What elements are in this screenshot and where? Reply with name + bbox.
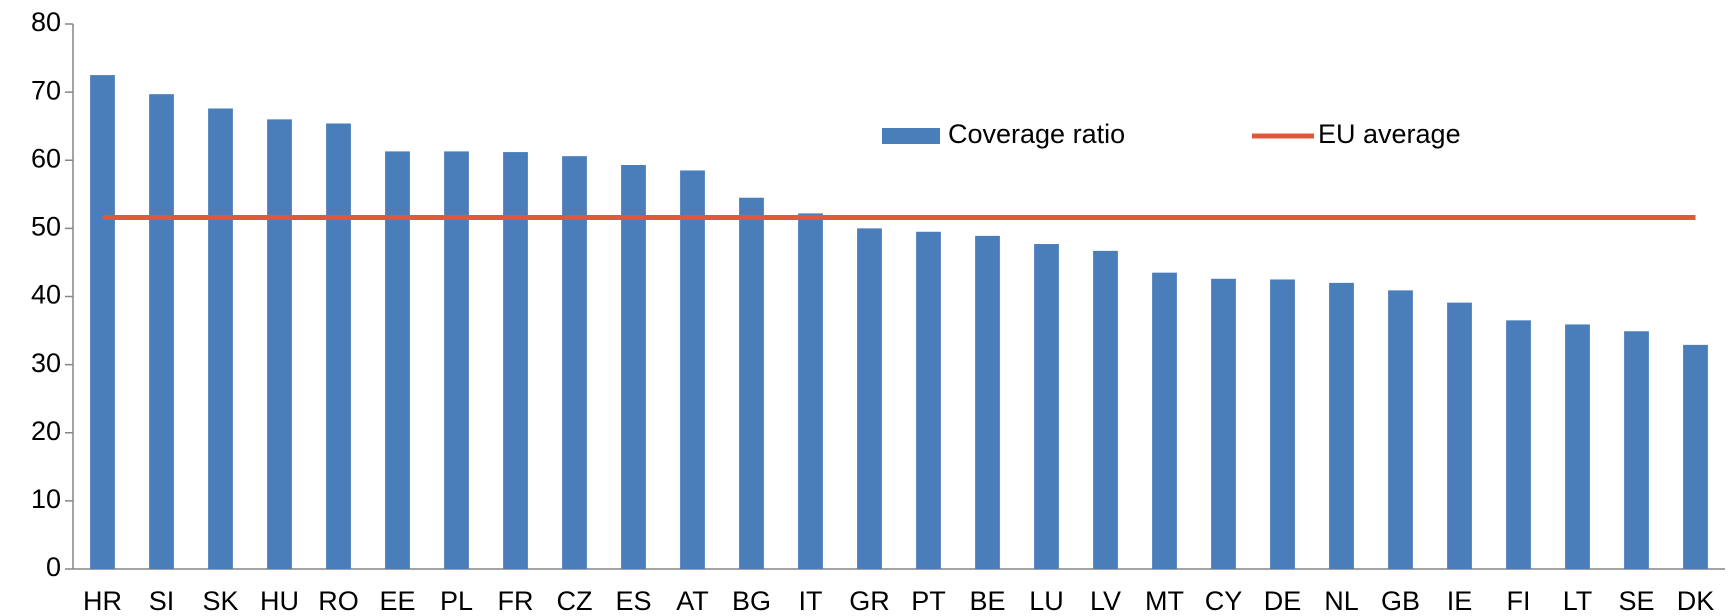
x-tick-label: SI	[149, 586, 175, 616]
bar	[326, 123, 351, 570]
x-tick-label: SE	[1618, 586, 1654, 616]
bar	[385, 151, 410, 570]
bar	[916, 231, 941, 569]
x-tick-label: LV	[1090, 586, 1121, 616]
x-tick-label: EE	[379, 586, 415, 616]
bar	[1447, 302, 1472, 569]
bar	[1034, 244, 1059, 569]
legend-swatch	[882, 128, 940, 144]
x-tick-label: ES	[615, 586, 651, 616]
x-tick-label: DE	[1264, 586, 1302, 616]
y-tick-label: 20	[31, 416, 61, 446]
bar	[1270, 279, 1295, 569]
bar	[503, 152, 528, 569]
x-tick-label: CY	[1205, 586, 1243, 616]
y-tick-label: 80	[31, 7, 61, 37]
x-tick-label: CZ	[557, 586, 593, 616]
bar	[1093, 250, 1118, 569]
x-tick-label: BE	[969, 586, 1005, 616]
x-tick-label: FR	[498, 586, 534, 616]
x-tick-label: SK	[202, 586, 238, 616]
bar	[1329, 282, 1354, 569]
bar	[1624, 331, 1649, 569]
x-tick-label: GR	[849, 586, 890, 616]
legend-label: Coverage ratio	[948, 119, 1125, 149]
x-tick-label: AT	[676, 586, 709, 616]
x-tick-label: LT	[1563, 586, 1593, 616]
y-tick-label: 10	[31, 484, 61, 514]
bar	[1388, 290, 1413, 569]
bar	[149, 94, 174, 569]
bar	[562, 156, 587, 569]
bar	[857, 228, 882, 569]
x-tick-label: IE	[1447, 586, 1473, 616]
bar	[1683, 344, 1708, 569]
x-tick-label: RO	[318, 586, 359, 616]
y-tick-label: 60	[31, 143, 61, 173]
legend-label: EU average	[1318, 119, 1461, 149]
x-tick-label: HU	[260, 586, 299, 616]
bar	[90, 75, 115, 569]
y-tick-label: 70	[31, 75, 61, 105]
bar	[1152, 272, 1177, 569]
x-tick-label: HR	[83, 586, 122, 616]
x-tick-label: PL	[440, 586, 473, 616]
x-tick-label: MT	[1145, 586, 1184, 616]
bar	[798, 213, 823, 569]
bar	[444, 151, 469, 570]
x-tick-label: IT	[799, 586, 823, 616]
bar	[267, 119, 292, 569]
x-tick-label: DK	[1677, 586, 1715, 616]
x-tick-label: FI	[1507, 586, 1531, 616]
bar	[208, 108, 233, 569]
bar	[680, 170, 705, 569]
y-tick-label: 30	[31, 348, 61, 378]
bar	[1565, 324, 1590, 569]
y-tick-label: 50	[31, 212, 61, 242]
x-tick-label: NL	[1324, 586, 1359, 616]
bar	[739, 197, 764, 569]
bar	[1211, 278, 1236, 569]
bar	[975, 235, 1000, 569]
x-tick-label: LU	[1029, 586, 1064, 616]
bar	[621, 165, 646, 570]
y-tick-label: 40	[31, 280, 61, 310]
x-tick-label: BG	[732, 586, 771, 616]
y-tick-label: 0	[46, 552, 61, 582]
x-tick-label: PT	[911, 586, 946, 616]
x-tick-label: GB	[1381, 586, 1420, 616]
bar	[1506, 320, 1531, 569]
